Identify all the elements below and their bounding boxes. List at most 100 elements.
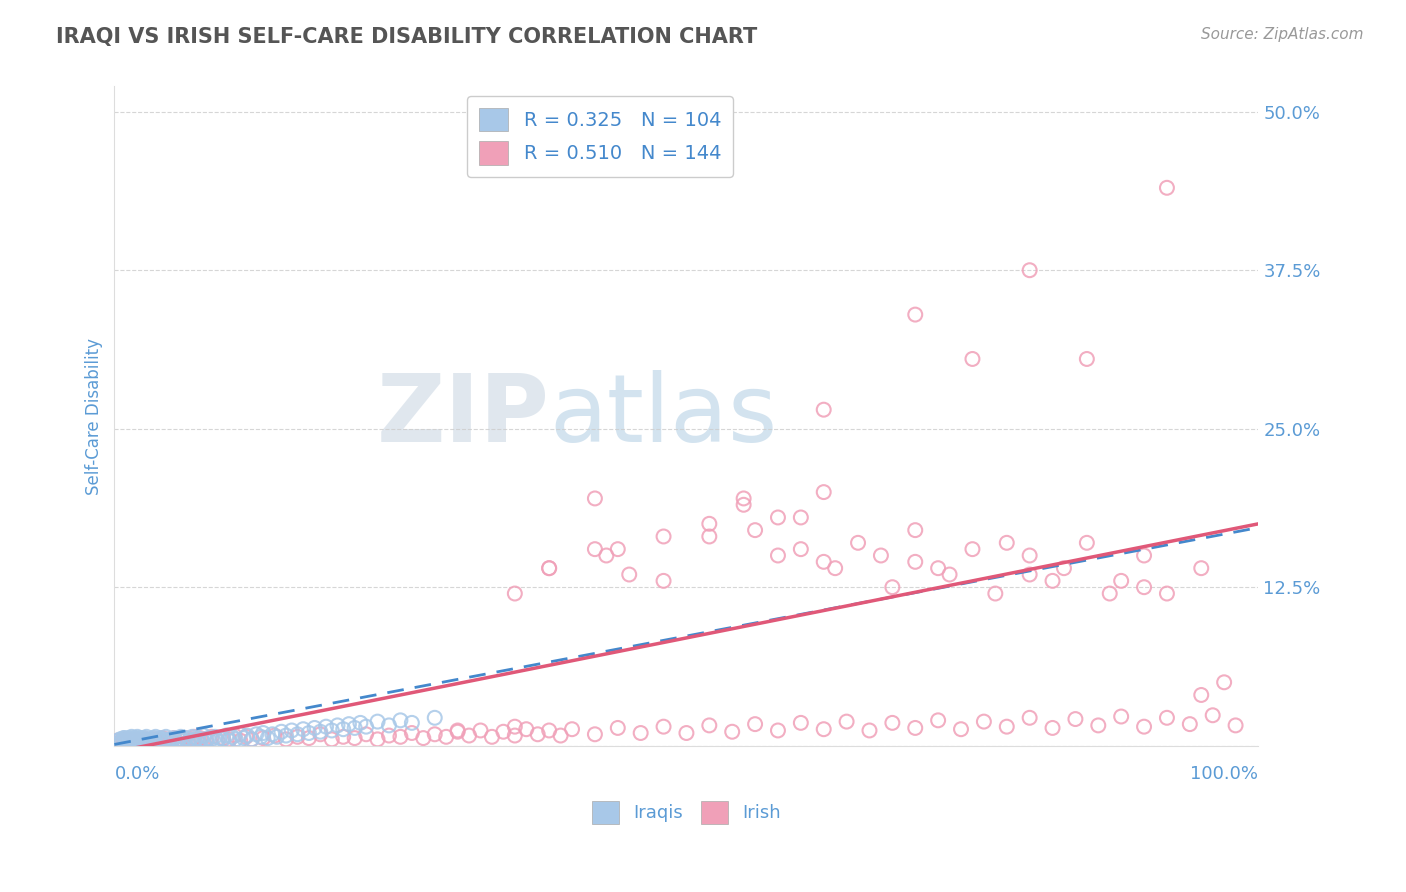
Point — [652, 720, 675, 734]
Point — [630, 726, 652, 740]
Point — [186, 731, 208, 745]
Point — [212, 732, 235, 747]
Point — [1018, 263, 1040, 277]
Point — [1133, 580, 1156, 594]
Point — [423, 727, 446, 741]
Point — [538, 561, 561, 575]
Point — [132, 733, 155, 747]
Point — [170, 730, 193, 744]
Point — [110, 735, 132, 749]
Point — [121, 730, 143, 744]
Point — [367, 732, 389, 747]
Point — [143, 733, 166, 747]
Point — [157, 732, 180, 747]
Point — [117, 733, 139, 747]
Point — [1133, 549, 1156, 563]
Point — [266, 730, 288, 744]
Point — [962, 351, 984, 366]
Point — [204, 730, 226, 744]
Point — [1225, 718, 1247, 732]
Point — [503, 720, 526, 734]
Point — [423, 711, 446, 725]
Point — [343, 721, 366, 735]
Point — [157, 732, 180, 747]
Point — [179, 732, 201, 747]
Point — [744, 523, 766, 537]
Point — [1189, 688, 1212, 702]
Point — [697, 516, 720, 531]
Point — [321, 732, 343, 747]
Point — [538, 561, 561, 575]
Point — [503, 729, 526, 743]
Point — [652, 574, 675, 588]
Point — [165, 735, 187, 749]
Y-axis label: Self-Care Disability: Self-Care Disability — [86, 337, 103, 494]
Point — [321, 723, 343, 738]
Point — [263, 729, 285, 743]
Point — [766, 510, 789, 524]
Point — [139, 733, 162, 747]
Point — [1018, 711, 1040, 725]
Point — [118, 731, 141, 745]
Point — [207, 733, 229, 747]
Point — [117, 732, 139, 747]
Point — [458, 729, 481, 743]
Point — [250, 730, 273, 744]
Point — [134, 731, 156, 745]
Point — [174, 731, 197, 745]
Point — [181, 730, 204, 744]
Point — [984, 586, 1007, 600]
Point — [938, 567, 960, 582]
Point — [1053, 561, 1076, 575]
Point — [515, 722, 537, 736]
Point — [143, 732, 166, 747]
Point — [127, 735, 149, 749]
Point — [138, 733, 160, 747]
Point — [124, 731, 146, 745]
Point — [813, 555, 835, 569]
Point — [274, 729, 297, 743]
Point — [131, 732, 153, 747]
Point — [790, 510, 813, 524]
Point — [218, 732, 240, 747]
Point — [389, 714, 412, 728]
Point — [1213, 675, 1236, 690]
Point — [389, 730, 412, 744]
Point — [1042, 574, 1064, 588]
Point — [1202, 708, 1225, 723]
Point — [129, 735, 152, 749]
Point — [163, 731, 186, 745]
Point — [927, 714, 949, 728]
Point — [112, 733, 135, 747]
Point — [212, 731, 235, 745]
Point — [790, 715, 813, 730]
Point — [790, 542, 813, 557]
Point — [270, 724, 292, 739]
Point — [124, 733, 146, 747]
Point — [583, 727, 606, 741]
Point — [927, 561, 949, 575]
Point — [111, 733, 134, 747]
Point — [141, 735, 163, 749]
Point — [813, 485, 835, 500]
Point — [378, 718, 401, 732]
Point — [208, 731, 231, 745]
Point — [904, 555, 927, 569]
Point — [1018, 567, 1040, 582]
Point — [1109, 709, 1132, 723]
Point — [583, 491, 606, 506]
Point — [107, 733, 129, 747]
Point — [298, 726, 321, 740]
Point — [538, 723, 561, 738]
Point — [870, 549, 893, 563]
Point — [152, 731, 174, 745]
Point — [138, 735, 160, 749]
Point — [262, 727, 284, 741]
Point — [215, 729, 238, 743]
Point — [121, 735, 143, 749]
Point — [315, 720, 337, 734]
Point — [225, 732, 247, 747]
Point — [343, 731, 366, 745]
Point — [174, 731, 197, 745]
Point — [412, 731, 434, 745]
